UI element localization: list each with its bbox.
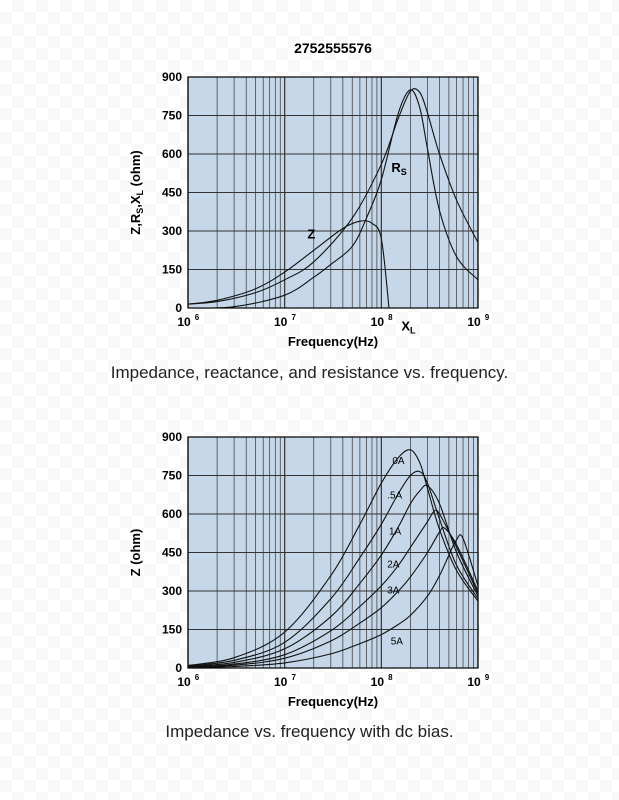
- plot-frame: [187, 436, 479, 669]
- series-label-5A: .5A: [387, 490, 402, 501]
- x-tick-label: 10: [274, 675, 288, 689]
- plot-frame: [187, 76, 479, 309]
- x-tick-label: 10: [177, 675, 191, 689]
- series-line-0A: [187, 449, 479, 666]
- chart-title: 2752555576: [294, 40, 372, 56]
- x-tick-exponent: 7: [291, 673, 296, 682]
- y-tick-label: 0: [175, 661, 182, 675]
- series-line-5A: [187, 470, 479, 667]
- chart-impedance-reactance-resistance: 2752555576 Z,RS,XL (ohm) 0 150 300 450 600 750 9…: [128, 40, 490, 349]
- x-tick-exponent: 9: [485, 673, 490, 682]
- y-tick-label: 450: [162, 546, 182, 560]
- x-tick-exponent: 6: [195, 673, 200, 682]
- x-tick-label: 10: [467, 315, 481, 329]
- x-tick-exponent: 8: [388, 673, 393, 682]
- x-axis-label: Frequency(Hz): [288, 334, 378, 349]
- series-line-XL: [187, 220, 390, 309]
- series-label-5A: 5A: [391, 637, 404, 648]
- x-tick-exponent: 6: [195, 313, 200, 322]
- series-line-1A: [187, 484, 479, 668]
- x-tick-label: 10: [467, 675, 481, 689]
- y-tick-label: 750: [162, 109, 182, 123]
- y-tick-label: 150: [162, 263, 182, 277]
- series-line-5A: [187, 534, 479, 669]
- y-tick-label: 300: [162, 224, 182, 238]
- y-tick-label: 750: [162, 469, 182, 483]
- y-tick-label: 450: [162, 186, 182, 200]
- x-tick-label: 10: [371, 315, 385, 329]
- y-tick-label: 0: [175, 301, 182, 315]
- y-tick-label: 900: [162, 430, 182, 444]
- series-label-XL: XL: [401, 318, 416, 335]
- series-line-RS: [187, 89, 479, 309]
- series-label-Z: Z: [307, 227, 315, 242]
- caption-chart1: Impedance, reactance, and resistance vs.…: [110, 363, 509, 382]
- y-tick-label: 300: [162, 584, 182, 598]
- y-tick-label: 600: [162, 507, 182, 521]
- x-tick-label: 10: [177, 315, 191, 329]
- y-tick-label: 150: [162, 623, 182, 637]
- series-label-0A: 0A: [392, 456, 405, 467]
- series-line-3A: [187, 526, 479, 668]
- series-label-1A: 1A: [389, 526, 402, 537]
- x-tick-label: 10: [274, 315, 288, 329]
- x-tick-exponent: 7: [291, 313, 296, 322]
- x-axis-label: Frequency(Hz): [288, 694, 378, 709]
- y-axis-label: Z,RS,XL (ohm): [128, 150, 145, 234]
- x-tick-exponent: 8: [388, 313, 393, 322]
- y-tick-label: 600: [162, 147, 182, 161]
- series-label-RS: RS: [391, 160, 406, 177]
- series-line-2A: [187, 509, 479, 668]
- series-label-2A: 2A: [387, 560, 400, 571]
- x-tick-label: 10: [371, 675, 385, 689]
- series-label-3A: 3A: [387, 585, 400, 596]
- y-axis-label: Z (ohm): [128, 529, 143, 577]
- caption-chart2: Impedance vs. frequency with dc bias.: [165, 722, 454, 741]
- y-tick-label: 900: [162, 70, 182, 84]
- x-tick-exponent: 9: [485, 313, 490, 322]
